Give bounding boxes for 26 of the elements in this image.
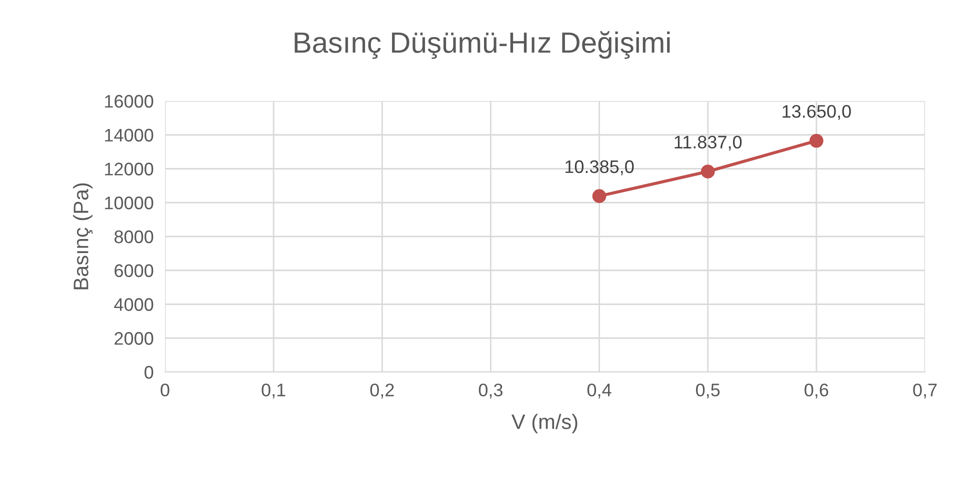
y-axis-title: Basınç (Pa) [73,183,93,290]
y-tick-label: 14000 [105,128,154,142]
y-tick-label: 10000 [105,196,154,210]
x-axis-title: V (m/s) [512,414,578,434]
data-label: 13.650,0 [782,105,851,120]
y-tick-label: 12000 [105,162,154,176]
x-tick-label: 0,5 [696,384,720,399]
y-tick-label: 8000 [114,230,154,244]
point [592,189,606,204]
x-tick-label: 0,1 [262,384,286,399]
data-label: 11.837,0 [674,136,742,151]
y-tick-label: 4000 [114,298,154,311]
x-tick-label: 0,7 [913,384,937,399]
x-tick-label: 0,2 [370,384,394,399]
x-tick-label: 0,6 [804,384,828,399]
x-tick-label: 0 [160,384,170,396]
y-tick-label: 6000 [114,264,154,278]
x-tick-label: 0,4 [587,384,612,399]
data-label: 10.385,0 [566,160,634,176]
y-tick-label: 16000 [105,94,154,108]
point [700,164,715,178]
point [809,134,824,148]
y-tick-label: 2000 [114,332,154,345]
chart-title: Basınç Düşümü-Hız Değişimi [294,31,670,59]
x-tick-label: 0,3 [478,384,502,399]
y-tick-label: 0 [144,366,154,379]
